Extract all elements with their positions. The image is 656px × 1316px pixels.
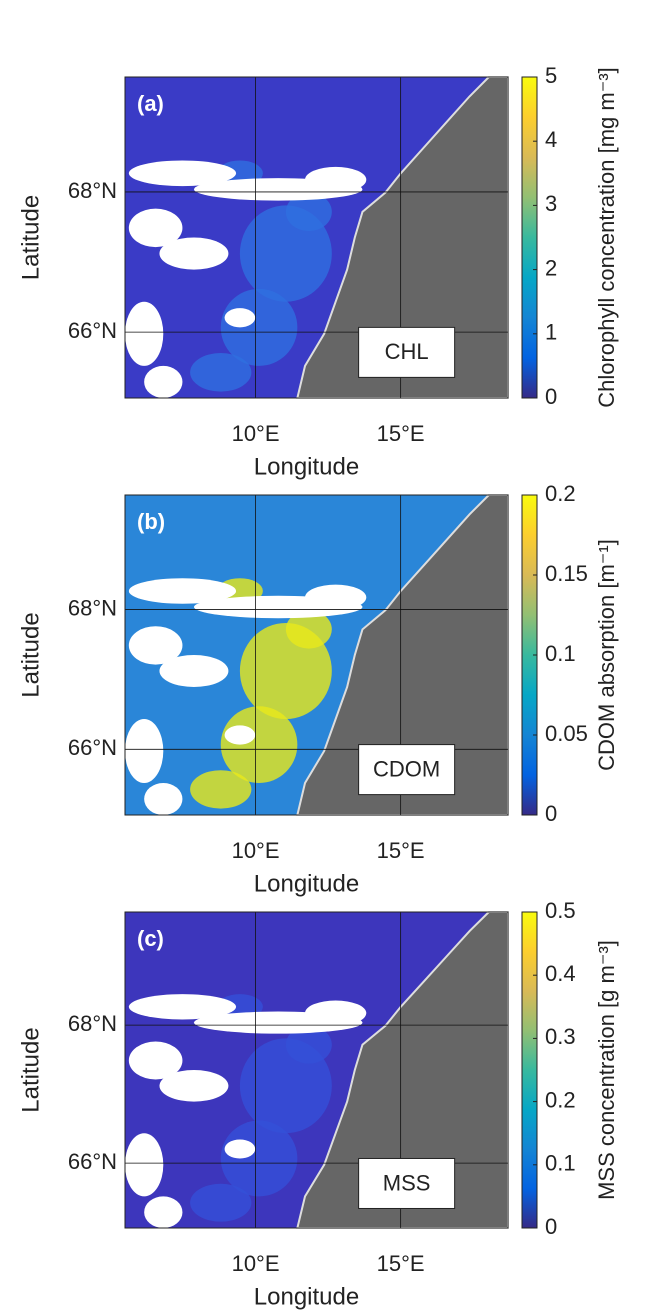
y-tick-label: 68°N (68, 595, 117, 620)
x-tick-label: 10°E (232, 1251, 280, 1276)
label-box (358, 744, 456, 796)
colorbar-label: CDOM absorption [m⁻¹] (594, 539, 619, 771)
cloud-mask (305, 584, 367, 611)
colorbar-tick-label: 5 (545, 63, 557, 88)
cloud-mask (305, 1000, 367, 1026)
cloud-mask (159, 655, 229, 687)
cloud-mask (124, 719, 164, 783)
colorbar-tick-label: 0.15 (545, 561, 588, 586)
colorbar-tick-label: 0 (545, 1214, 557, 1239)
y-tick-label: 68°N (68, 1011, 117, 1036)
colorbar-tick-label: 0.05 (545, 721, 588, 746)
cloud-mask (128, 578, 237, 604)
colorbar-label: Chlorophyll concentration [mg m⁻³] (594, 67, 619, 408)
colorbar-tick-label: 1 (545, 320, 557, 345)
water-feature (220, 706, 298, 783)
colorbar-tick-label: 0.2 (545, 481, 576, 506)
water-feature (190, 1183, 252, 1222)
cloud-mask (128, 160, 237, 187)
box-label: CDOM (373, 756, 440, 781)
colorbar-tick-label: 0.3 (545, 1024, 576, 1049)
plot-frame (124, 911, 509, 1229)
x-axis-label: Longitude (254, 453, 359, 480)
colorbar-tick-label: 0 (545, 384, 557, 409)
colorbar-tick-label: 3 (545, 191, 557, 216)
cloud-mask (124, 301, 164, 366)
cloud-mask (128, 1041, 183, 1080)
colorbar (521, 76, 538, 399)
colorbar-tick-label: 4 (545, 127, 557, 152)
x-tick-label: 15°E (377, 421, 425, 446)
cloud-mask (128, 208, 183, 248)
cloud-mask (144, 1196, 183, 1228)
y-tick-label: 66°N (68, 318, 117, 343)
colorbar-tick-label: 0.4 (545, 961, 576, 986)
cloud-mask (305, 166, 367, 193)
water-feature (220, 1120, 298, 1197)
x-tick-label: 10°E (232, 838, 280, 863)
water-feature (285, 610, 332, 649)
x-tick-label: 15°E (377, 838, 425, 863)
colorbar-tick-label: 2 (545, 255, 557, 280)
cloud-mask (224, 725, 256, 745)
cloud-mask (144, 365, 183, 399)
cloud-mask (224, 308, 256, 328)
water-feature (190, 353, 252, 392)
box-label: MSS (383, 1170, 431, 1195)
plot-frame (124, 76, 509, 399)
water-feature (285, 192, 332, 232)
x-tick-label: 15°E (377, 1251, 425, 1276)
y-axis-label: Latitude (17, 612, 44, 697)
y-tick-label: 66°N (68, 735, 117, 760)
cloud-mask (144, 783, 183, 815)
cloud-mask (124, 1133, 164, 1197)
colorbar-tick-label: 0.2 (545, 1087, 576, 1112)
water-feature (285, 1025, 332, 1064)
panel-label: (b) (137, 509, 165, 534)
cloud-mask (159, 237, 229, 270)
label-box (358, 1157, 456, 1209)
y-tick-label: 68°N (68, 178, 117, 203)
colorbar-tick-label: 0.1 (545, 641, 576, 666)
cloud-mask (128, 626, 183, 665)
panel-label: (c) (137, 926, 164, 951)
x-tick-label: 10°E (232, 421, 280, 446)
water-feature (220, 288, 298, 366)
colorbar-tick-label: 0.5 (545, 898, 576, 923)
colorbar-tick-label: 0 (545, 801, 557, 826)
y-axis-label: Latitude (17, 195, 44, 280)
plot-frame (124, 494, 509, 816)
water-feature (190, 770, 252, 809)
y-tick-label: 66°N (68, 1149, 117, 1174)
label-box (358, 326, 456, 378)
colorbar (521, 911, 538, 1229)
colorbar-tick-label: 0.1 (545, 1151, 576, 1176)
cloud-mask (224, 1139, 256, 1159)
panel-label: (a) (137, 91, 164, 116)
colorbar-label: MSS concentration [g m⁻³] (594, 940, 619, 1200)
cloud-mask (128, 994, 237, 1020)
y-axis-label: Latitude (17, 1027, 44, 1112)
x-axis-label: Longitude (254, 1283, 359, 1310)
cloud-mask (159, 1070, 229, 1102)
x-axis-label: Longitude (254, 870, 359, 897)
box-label: CHL (385, 339, 429, 364)
